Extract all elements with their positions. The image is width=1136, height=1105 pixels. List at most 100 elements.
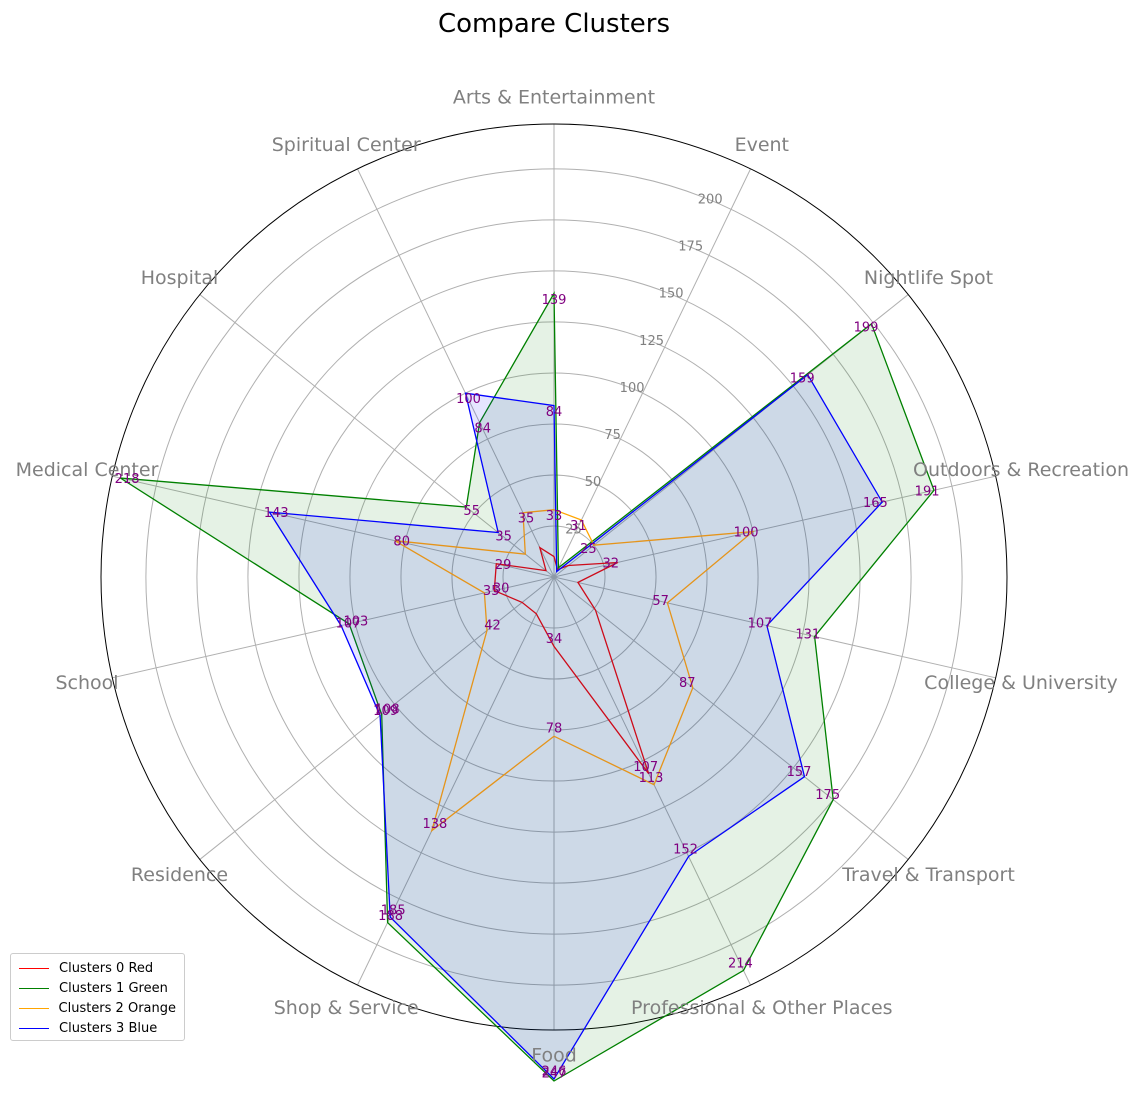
grid-spoke [553, 475, 996, 578]
chart-title: Compare Clusters [438, 9, 670, 39]
category-label: Residence [131, 864, 228, 886]
category-label: College & University [924, 672, 1118, 694]
data-label: 199 [854, 321, 879, 336]
radial-tick-label: 75 [604, 428, 621, 443]
data-label: 185 [381, 903, 406, 918]
data-label: 159 [790, 372, 815, 387]
legend-entry: Clusters 0 Red [19, 958, 176, 978]
data-label: 152 [673, 843, 698, 858]
category-label: Event [735, 134, 789, 156]
data-label: 107 [336, 617, 361, 632]
grid-spoke [112, 576, 555, 679]
grid-spoke [553, 576, 996, 679]
radial-tick-labels: 25 50 75 100 125 150 175 200 [565, 193, 722, 538]
data-label: 131 [795, 627, 820, 642]
category-label: Nightlife Spot [864, 267, 993, 289]
data-label: 139 [542, 293, 567, 308]
grid-spoke [199, 576, 555, 860]
data-label: 80 [393, 535, 410, 550]
legend-label: Clusters 3 Blue [59, 1020, 158, 1036]
data-label: 33 [546, 509, 563, 524]
data-label: 109 [373, 704, 398, 719]
data-label: 107 [748, 617, 773, 632]
grid-spoke [553, 168, 751, 578]
radial-tick-label: 50 [585, 475, 602, 490]
grid-spoke [553, 576, 909, 860]
data-label: 34 [546, 632, 563, 647]
data-label: 78 [546, 722, 563, 737]
data-label: 57 [652, 594, 669, 609]
data-label: 42 [484, 619, 501, 634]
data-label: 35 [483, 584, 500, 599]
legend-label: Clusters 2 Orange [58, 1000, 176, 1016]
data-label: 175 [815, 788, 840, 803]
data-label: 157 [787, 765, 812, 780]
data-label: 31 [570, 519, 587, 534]
legend-entry: Clusters 2 Orange [19, 998, 176, 1018]
radial-tick-label: 200 [698, 193, 723, 208]
data-label: 100 [734, 526, 759, 541]
grid-spoke [112, 475, 555, 578]
data-label: 191 [915, 484, 940, 499]
category-label: Food [531, 1045, 577, 1067]
legend-entry: Clusters 3 Blue [19, 1018, 176, 1038]
data-labels: 3210734302913919919113117521424718810810… [115, 293, 940, 1082]
data-label: 108 [375, 703, 400, 718]
category-label: Shop & Service [274, 997, 419, 1019]
grid-spoke [199, 294, 555, 578]
data-label: 107 [633, 760, 658, 775]
category-label: Outdoors & Recreation [913, 459, 1129, 481]
legend-label: Clusters 0 Red [59, 960, 154, 976]
category-labels: Arts & Entertainment Event Nightlife Spot O… [16, 87, 1129, 1067]
data-label: 84 [546, 405, 563, 420]
data-label: 100 [456, 392, 481, 407]
legend-label: Clusters 1 Green [59, 980, 168, 996]
data-label: 35 [518, 512, 535, 527]
data-label: 246 [542, 1065, 567, 1080]
radial-tick-label: 150 [659, 287, 684, 302]
legend: Clusters 0 Red Clusters 1 Green Clusters… [10, 953, 185, 1041]
data-label: 55 [463, 504, 480, 519]
category-label: School [55, 672, 118, 694]
data-label: 87 [679, 676, 696, 691]
radial-tick-label: 175 [678, 240, 703, 255]
grid-spoke [357, 168, 555, 578]
series-fill [120, 293, 935, 1081]
series-fill [269, 374, 883, 1079]
outer-frame [100, 123, 1008, 1031]
data-label: 35 [495, 529, 512, 544]
data-label: 25 [580, 542, 597, 557]
category-label: Medical Center [16, 459, 159, 481]
category-label: Professional & Other Places [631, 997, 892, 1019]
data-label: 30 [493, 582, 510, 597]
data-label: 84 [474, 421, 491, 436]
legend-swatch [19, 1027, 49, 1029]
series-line [394, 509, 755, 833]
data-label: 247 [542, 1067, 567, 1082]
legend-swatch [19, 987, 49, 989]
data-label: 113 [639, 771, 664, 786]
radial-tick-label: 125 [639, 334, 664, 349]
radial-tick-label: 25 [565, 522, 582, 537]
category-label: Arts & Entertainment [453, 87, 655, 109]
data-label: 218 [115, 472, 140, 487]
legend-swatch [19, 1007, 49, 1009]
data-label: 32 [603, 557, 620, 572]
series-polygons [119, 291, 935, 1082]
series-line [268, 373, 884, 1081]
series-line [119, 291, 935, 1082]
data-label: 188 [378, 909, 403, 924]
radial-tick-label: 100 [620, 381, 645, 396]
category-label: Travel & Transport [841, 864, 1015, 886]
data-label: 165 [863, 496, 888, 511]
data-label: 29 [495, 558, 512, 573]
data-label: 143 [264, 506, 289, 521]
category-label: Hospital [141, 267, 219, 289]
category-label: Spiritual Center [272, 134, 421, 156]
legend-entry: Clusters 1 Green [19, 978, 176, 998]
series-line [493, 546, 650, 775]
data-label: 103 [343, 615, 368, 630]
grid-spoke [553, 576, 751, 986]
data-label: 214 [728, 957, 753, 972]
